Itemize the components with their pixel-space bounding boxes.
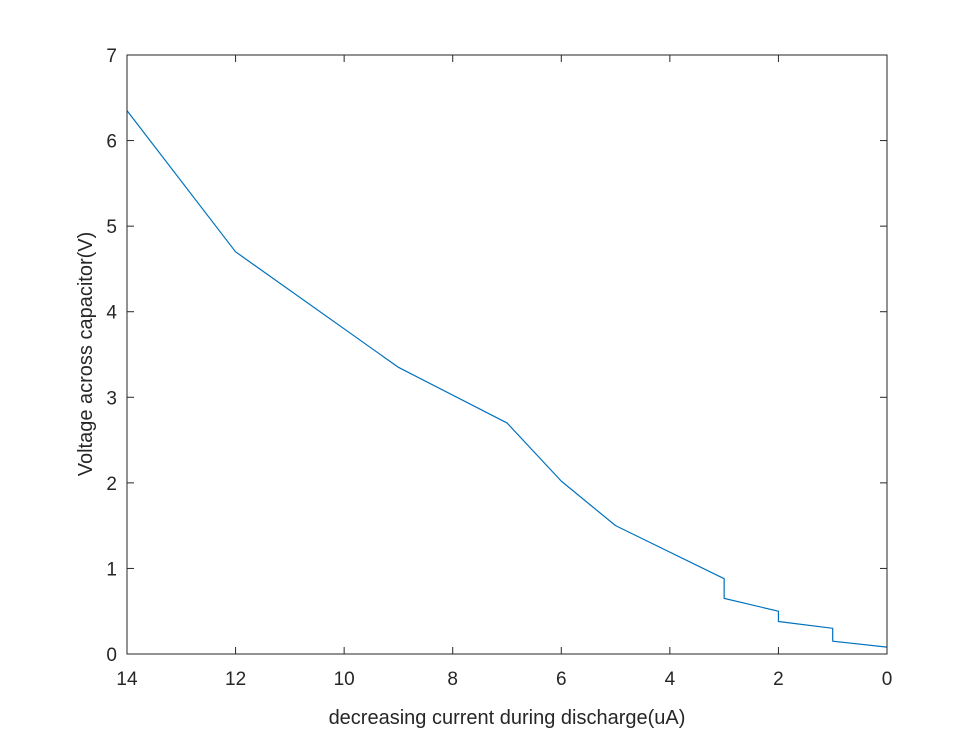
x-tick-label: 4 bbox=[665, 669, 676, 690]
y-tick-label: 3 bbox=[106, 388, 117, 409]
y-tick-label: 2 bbox=[106, 474, 117, 495]
y-axis-label: Voltage across capacitor(V) bbox=[75, 232, 97, 477]
axes-box bbox=[126, 54, 888, 655]
x-axis-label: decreasing current during discharge(uA) bbox=[329, 707, 686, 729]
series-line bbox=[126, 110, 888, 648]
x-tick-label: 6 bbox=[556, 669, 567, 690]
x-tick-label: 10 bbox=[334, 669, 355, 690]
y-tick-label: 7 bbox=[106, 46, 117, 67]
series-group bbox=[126, 110, 888, 648]
plot-area bbox=[127, 55, 887, 654]
y-tick-label: 4 bbox=[106, 303, 117, 324]
x-tick-label: 2 bbox=[773, 669, 784, 690]
y-tick-label: 6 bbox=[106, 132, 117, 153]
y-tick-label: 0 bbox=[106, 645, 117, 666]
y-tick-label: 1 bbox=[106, 559, 117, 580]
x-tick-label: 8 bbox=[447, 669, 458, 690]
x-tick-label: 14 bbox=[116, 669, 138, 690]
x-tick-label: 0 bbox=[882, 669, 893, 690]
y-tick-label: 5 bbox=[106, 217, 117, 238]
x-tick-label: 12 bbox=[225, 669, 246, 690]
